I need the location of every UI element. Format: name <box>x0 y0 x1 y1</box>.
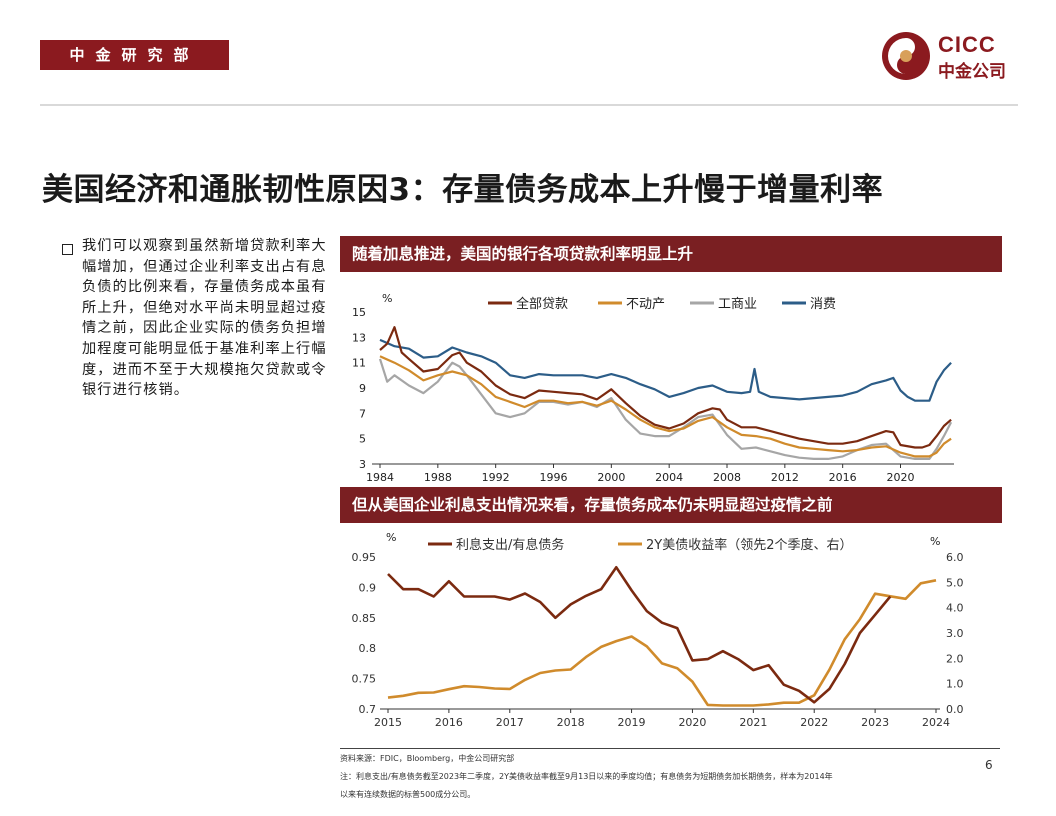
chart1-x-tick: 2004 <box>655 471 683 484</box>
chart2-y-left-tick: 0.75 <box>352 673 377 686</box>
chart2-legend-label: 2Y美债收益率（领先2个季度、右） <box>646 537 852 553</box>
page-number: 6 <box>985 758 993 772</box>
chart1-series-line <box>378 358 953 460</box>
chart1-y-tick: 13 <box>352 331 366 344</box>
chart2-y-left-tick: 0.85 <box>352 612 377 625</box>
chart2-y-right-tick: 6.0 <box>946 551 964 564</box>
chart1-legend-label: 全部贷款 <box>516 296 568 312</box>
chart1-y-tick: 9 <box>359 382 366 395</box>
chart1-legend-label: 工商业 <box>718 297 757 312</box>
chart2-x-tick: 2018 <box>557 716 585 729</box>
chart1-x-tick: 2000 <box>597 471 625 484</box>
logo-english: CICC <box>938 32 996 57</box>
chart2-x-tick: 2020 <box>678 716 706 729</box>
cicc-logo-icon <box>882 32 930 80</box>
chart2-y-right-tick: 3.0 <box>946 627 964 640</box>
chart1-svg: % 3 5 7 9 11 13 15 1984 1988 1992 1996 2000 2004 2008 2… <box>352 292 954 484</box>
source-note: 资料来源：FDIC，Bloomberg，中金公司研究部 <box>340 754 515 763</box>
chart2-x-tick: 2021 <box>739 716 767 729</box>
chart2-y-right-tick: 2.0 <box>946 652 964 665</box>
chart1-x-tick: 2008 <box>713 471 741 484</box>
chart2-series-line <box>387 565 892 704</box>
chart1-x-tick: 1984 <box>366 471 394 484</box>
chart1-series-line <box>379 326 952 449</box>
chart1-y-tick: 3 <box>359 458 366 471</box>
body-paragraph: 我们可以观察到虽然新增贷款利率大幅增加，但通过企业利率支出占有息负债的比例来看，… <box>82 238 327 399</box>
chart2-y-left-tick: 0.7 <box>359 703 377 716</box>
chart2-y-left-unit: % <box>386 531 396 544</box>
chart1-x-tick: 2012 <box>771 471 799 484</box>
footer-divider <box>340 748 1000 749</box>
page-title: 美国经济和通胀韧性原因3：存量债务成本上升慢于增量利率 <box>42 172 884 208</box>
chart2-y-right-tick: 5.0 <box>946 576 964 589</box>
chart2-x-tick: 2023 <box>861 716 889 729</box>
chart2-y-right-unit: % <box>930 535 940 548</box>
chart1-y-tick: 11 <box>352 357 366 370</box>
chart2-y-right-tick: 4.0 <box>946 602 964 615</box>
chart2-svg: % % 0.7 0.75 0.8 0.85 0.9 0.95 0.0 1.0 2.0 3.0 4.0 5.… <box>352 531 964 729</box>
chart1-y-tick: 5 <box>359 433 366 446</box>
department-badge: 中金研究部 <box>40 40 229 70</box>
chart1-x-tick: 2016 <box>829 471 857 484</box>
chart1-y-tick: 15 <box>352 306 366 319</box>
chart2-y-right-tick: 1.0 <box>946 678 964 691</box>
chart1-legend-label: 消费 <box>810 297 836 312</box>
chart1-y-tick: 7 <box>359 407 366 420</box>
chart2-legend-label: 利息支出/有息债务 <box>456 537 564 553</box>
bullet-icon <box>62 244 73 255</box>
chart1-series-line <box>379 338 952 402</box>
chart2-x-tick: 2017 <box>496 716 524 729</box>
chart2-x-tick: 2024 <box>922 716 950 729</box>
chart1-legend-label: 不动产 <box>626 297 665 312</box>
chart2-x-tick: 2015 <box>374 716 402 729</box>
chart2-y-left-tick: 0.8 <box>359 642 377 655</box>
chart2-x-tick: 2019 <box>618 716 646 729</box>
logo-chinese: 中金公司 <box>938 62 1006 82</box>
chart1-x-tick: 1988 <box>424 471 452 484</box>
chart2-y-left-tick: 0.9 <box>359 581 377 594</box>
chart1-x-tick: 2020 <box>887 471 915 484</box>
chart1-y-unit: % <box>382 292 392 305</box>
chart1-x-tick: 1992 <box>482 471 510 484</box>
footnote-line2: 以来有连续数据的标普500成分公司。 <box>340 790 476 799</box>
chart2-y-right-tick: 0.0 <box>946 703 964 716</box>
chart2-y-left-tick: 0.95 <box>352 551 377 564</box>
footnote-line1: 注：利息支出/有息债务截至2023年二季度，2Y美债收益率截至9月13日以来的季… <box>340 772 833 781</box>
chart2-series-line <box>387 579 937 707</box>
chart1-banner: 随着加息推进，美国的银行各项贷款利率明显上升 <box>340 236 1002 272</box>
chart2-x-tick: 2022 <box>800 716 828 729</box>
chart1-series-line <box>379 355 952 458</box>
chart2-x-tick: 2016 <box>435 716 463 729</box>
chart2-banner: 但从美国企业利息支出情况来看，存量债务成本仍未明显超过疫情之前 <box>340 487 1002 523</box>
chart1-x-tick: 1996 <box>540 471 568 484</box>
cicc-logo: CICC 中金公司 <box>880 30 1030 82</box>
header-divider <box>40 104 1018 106</box>
